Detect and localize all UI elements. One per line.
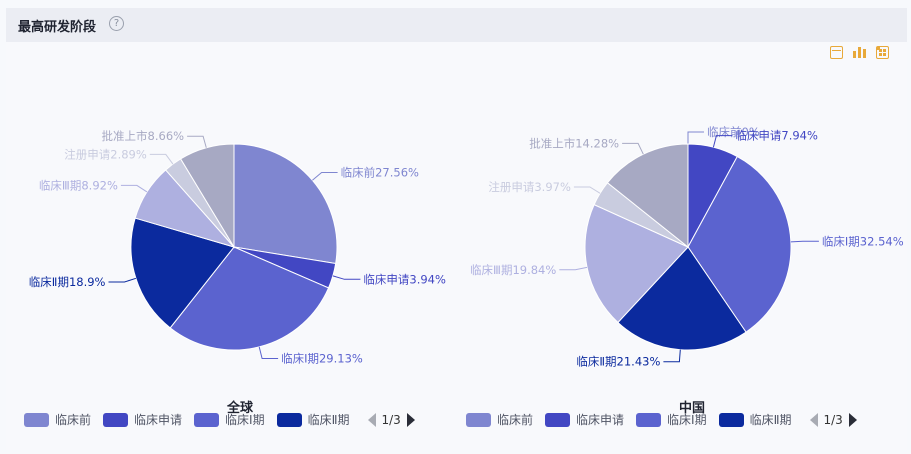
pie-slice[interactable] bbox=[617, 246, 747, 351]
legend-item[interactable]: 临床Ⅱ期 bbox=[276, 411, 350, 428]
legend-swatch bbox=[636, 412, 662, 427]
slice-label: 临床申请3.94% bbox=[363, 272, 446, 286]
legend-swatch bbox=[103, 412, 129, 427]
label-leader-line bbox=[712, 135, 733, 148]
pie-slice[interactable] bbox=[169, 246, 330, 351]
pie-title: 全球 bbox=[226, 400, 254, 416]
legend-item[interactable]: 临床Ⅰ期 bbox=[636, 411, 707, 428]
slice-label: 临床Ⅱ期21.43% bbox=[576, 355, 660, 369]
label-leader-line bbox=[559, 266, 588, 271]
slice-label: 批准上市14.28% bbox=[529, 136, 619, 150]
label-leader-line bbox=[187, 135, 207, 148]
slice-label: 临床Ⅰ期29.13% bbox=[281, 352, 363, 366]
slice-label: 注册申请2.89% bbox=[64, 147, 147, 161]
chart-toolbar bbox=[830, 46, 889, 59]
legend-pager: 1/3 bbox=[809, 412, 857, 427]
legend-label: 临床前 bbox=[55, 413, 92, 427]
legend-item[interactable]: 临床前 bbox=[466, 411, 533, 428]
legend-label: 临床前 bbox=[497, 413, 534, 427]
label-leader-line bbox=[663, 349, 681, 363]
legend-label: 临床Ⅱ期 bbox=[749, 413, 792, 427]
legend-label: 临床Ⅱ期 bbox=[307, 413, 350, 427]
label-leader-line bbox=[622, 142, 644, 155]
prev-page-icon[interactable] bbox=[367, 412, 376, 427]
slice-label: 临床前27.56% bbox=[341, 166, 419, 180]
pie-slice[interactable] bbox=[687, 155, 792, 333]
pie-slice[interactable] bbox=[179, 143, 235, 249]
pie-slice[interactable] bbox=[233, 143, 338, 265]
label-leader-line bbox=[332, 275, 361, 280]
pie-slice[interactable] bbox=[606, 143, 689, 249]
question-circle-icon[interactable]: ? bbox=[109, 16, 124, 31]
slice-label: 临床Ⅰ期32.54% bbox=[822, 234, 904, 248]
legend-global: 临床前 临床申请 临床Ⅰ期 临床Ⅱ期 1/3 bbox=[24, 411, 415, 428]
next-page-icon[interactable] bbox=[406, 412, 415, 427]
label-leader-line bbox=[258, 346, 279, 359]
legend-swatch bbox=[466, 412, 491, 427]
label-leader-line bbox=[573, 186, 601, 194]
next-page-icon[interactable] bbox=[848, 412, 857, 427]
pie-slice[interactable] bbox=[130, 217, 235, 329]
label-leader-line bbox=[120, 184, 148, 193]
slice-label: 批准上市8.66% bbox=[102, 129, 185, 143]
legend-item[interactable]: 临床前 bbox=[24, 411, 91, 428]
slice-label: 临床Ⅲ期19.84% bbox=[470, 263, 556, 277]
legend-china: 临床前 临床申请 临床Ⅰ期 临床Ⅱ期 1/3 bbox=[466, 411, 857, 428]
bar-chart-icon[interactable] bbox=[853, 46, 866, 59]
legend-swatch bbox=[276, 412, 302, 427]
legend-label: 临床申请 bbox=[134, 413, 183, 427]
legend-swatch bbox=[718, 412, 744, 427]
pie-slice[interactable] bbox=[584, 203, 689, 324]
label-leader-line bbox=[687, 131, 704, 144]
legend-item[interactable]: 临床申请 bbox=[103, 411, 182, 428]
label-leader-line bbox=[312, 172, 338, 181]
legend-item[interactable]: 临床申请 bbox=[545, 411, 624, 428]
legend-swatch bbox=[194, 412, 220, 427]
prev-page-icon[interactable] bbox=[809, 412, 818, 427]
panel-title: 最高研发阶段 bbox=[18, 20, 97, 35]
legend-swatch bbox=[545, 412, 571, 427]
pie-title: 中国 bbox=[679, 400, 705, 416]
legend-item[interactable]: 临床Ⅱ期 bbox=[718, 411, 792, 428]
fullscreen-icon[interactable] bbox=[876, 46, 889, 59]
slice-label: 临床申请7.94% bbox=[735, 129, 818, 143]
label-leader-line bbox=[149, 153, 174, 165]
legend-item[interactable]: 临床Ⅰ期 bbox=[194, 411, 265, 428]
legend-label: 临床Ⅰ期 bbox=[667, 413, 707, 427]
page-indicator: 1/3 bbox=[823, 412, 843, 427]
page-indicator: 1/3 bbox=[381, 412, 401, 427]
panel-header: 最高研发阶段 ? bbox=[6, 8, 907, 42]
legend-label: 临床申请 bbox=[576, 413, 625, 427]
legend-label: 临床Ⅰ期 bbox=[225, 413, 265, 427]
slice-label: 注册申请3.97% bbox=[488, 180, 571, 194]
legend-pager: 1/3 bbox=[367, 412, 415, 427]
label-leader-line bbox=[108, 277, 137, 283]
legend-swatch bbox=[24, 412, 49, 427]
table-view-icon[interactable] bbox=[830, 46, 843, 59]
slice-label: 临床Ⅲ期8.92% bbox=[39, 178, 118, 192]
slice-label: 临床Ⅱ期18.9% bbox=[29, 275, 106, 289]
label-leader-line bbox=[790, 240, 819, 243]
